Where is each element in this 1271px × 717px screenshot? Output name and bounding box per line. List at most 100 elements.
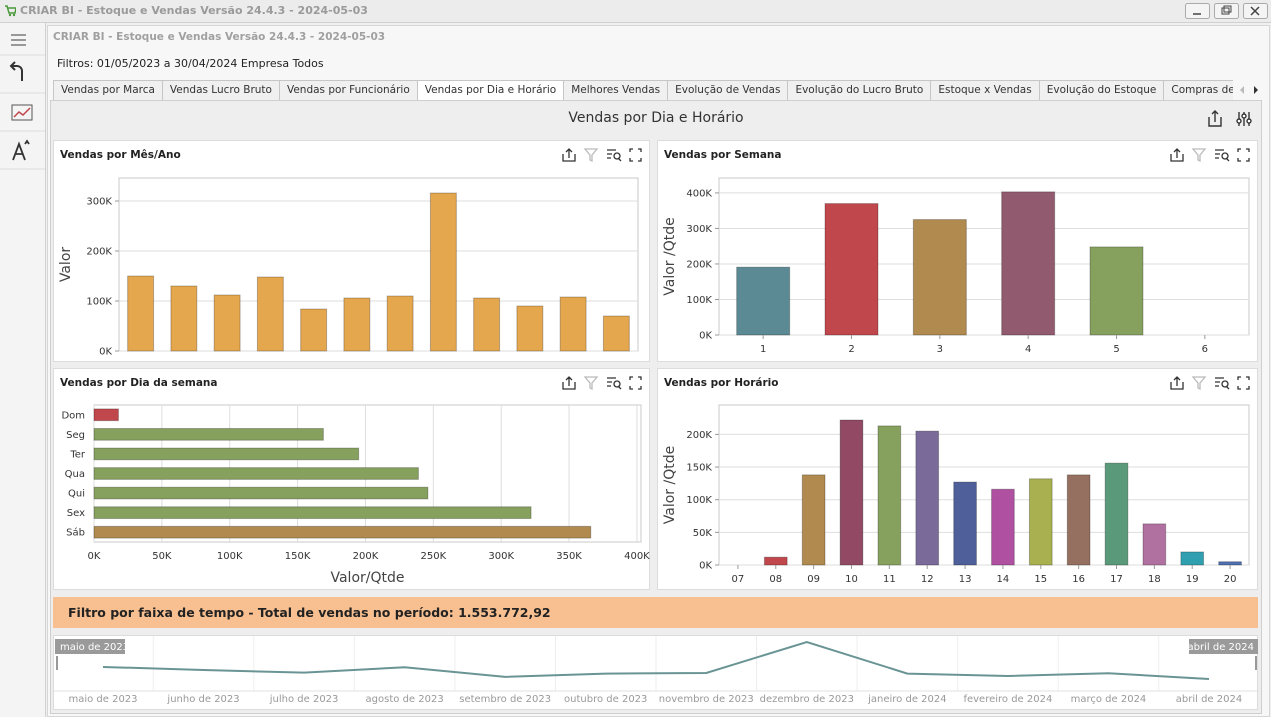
y-tick-label: Seg	[66, 430, 85, 441]
bar	[300, 308, 328, 352]
drill-button[interactable]	[1215, 377, 1230, 390]
drill-lens	[1221, 152, 1229, 160]
maximize-button[interactable]	[1237, 148, 1250, 162]
tab[interactable]: Compras de Clientes	[1163, 80, 1233, 100]
drill-button[interactable]	[1215, 149, 1230, 162]
chart-panel: Vendas por Semana 0K 100K 200K 300K 400K 1 2 3 4 5…	[657, 140, 1258, 362]
chart-panel: Vendas por Dia da semana 0K 50K 100K 150K 200…	[53, 368, 650, 590]
x-tick-label: 250K	[421, 551, 447, 562]
tab-scroll-right[interactable]	[1254, 86, 1258, 94]
filter-banner: Filtro por faixa de tempo - Total de ven…	[53, 597, 1258, 628]
range-start: maio de 2023	[60, 642, 129, 653]
bar	[516, 305, 544, 352]
y-tick-label: Sex	[67, 508, 85, 519]
chart-title: Vendas por Horário	[664, 377, 778, 389]
maximize-button[interactable]	[1237, 376, 1250, 390]
export-button[interactable]	[1170, 148, 1184, 162]
bar	[93, 427, 324, 441]
sidebar-icons	[0, 34, 45, 170]
y-tick-label: Qui	[68, 489, 85, 500]
maximize-button[interactable]	[629, 376, 642, 390]
menu-button[interactable]	[11, 34, 26, 46]
drill-button[interactable]	[607, 377, 622, 390]
x-tick-label: 350K	[556, 551, 582, 562]
x-tick-label: outubro de 2023	[564, 694, 647, 705]
x-tick-label: 20	[1224, 574, 1237, 585]
x-tick-label: abril de 2024	[1176, 694, 1242, 705]
x-tick-label: setembro de 2023	[459, 694, 551, 705]
y-axis-title: Valor /Qtde	[662, 446, 678, 524]
x-tick-label: 14	[997, 574, 1010, 585]
clear-filter-button[interactable]	[1191, 376, 1207, 391]
bar	[1218, 561, 1242, 566]
range-label-box	[55, 639, 125, 654]
window-controls	[1185, 3, 1268, 19]
chart-panel: maio de 2023 junho de 2023 julho de 2023 ag…	[53, 635, 1259, 710]
y-axis-title: Valor /Qtde	[662, 217, 678, 295]
x-tick-label: 300K	[488, 551, 514, 562]
x-tick-label: 19	[1186, 574, 1199, 585]
export-button[interactable]	[1208, 110, 1222, 127]
bar	[213, 294, 241, 352]
x-tick-label: 400K	[624, 551, 650, 562]
tab[interactable]: Evolução do Lucro Bruto	[787, 80, 932, 100]
tab[interactable]: Estoque x Vendas	[930, 80, 1040, 100]
bar	[877, 425, 902, 566]
restore-button[interactable]	[1214, 3, 1239, 19]
tab-strip: Vendas por Marca Vendas Lucro Bruto Vendas…	[53, 80, 1233, 100]
tab[interactable]: Vendas por Dia e Horário	[416, 80, 565, 100]
x-tick-label: maio de 2023	[68, 694, 137, 705]
back-button[interactable]	[9, 61, 23, 81]
y-tick-label: Dom	[61, 410, 85, 421]
x-tick-label: fevereiro de 2024	[963, 694, 1052, 705]
y-tick-label: 200K	[686, 259, 712, 270]
tab[interactable]: Evolução do Estoque	[1038, 80, 1165, 100]
x-tick-label: 5	[1113, 344, 1119, 355]
plot-area	[118, 177, 639, 352]
chart-button[interactable]	[11, 104, 33, 121]
clear-filter-button[interactable]	[1191, 148, 1207, 163]
clear-filter-button[interactable]	[583, 376, 599, 391]
x-tick-label: 15	[1034, 574, 1047, 585]
plot-area	[718, 177, 1250, 336]
minimize-button[interactable]	[1185, 3, 1210, 19]
chart-title: Vendas por Dia da semana	[60, 377, 218, 389]
x-tick-label: 09	[807, 574, 820, 585]
bar	[386, 295, 414, 352]
tab[interactable]: Vendas Lucro Bruto	[161, 80, 280, 100]
tab[interactable]: Melhores Vendas	[563, 80, 669, 100]
x-tick-label: 12	[921, 574, 934, 585]
chart: Vendas por Dia da semana 0K 50K 100K 150K 200…	[60, 376, 650, 586]
drill-button[interactable]	[607, 149, 622, 162]
export-button[interactable]	[562, 148, 576, 162]
export-button[interactable]	[1170, 376, 1184, 390]
x-tick-label: 17	[1110, 574, 1123, 585]
x-tick-label: 10	[845, 574, 858, 585]
y-tick-label: 300K	[86, 197, 112, 208]
x-tick-label: 6	[1202, 344, 1208, 355]
bar	[801, 474, 826, 566]
bar	[127, 275, 155, 352]
export-button[interactable]	[562, 376, 576, 390]
y-tick-label: 200K	[686, 430, 712, 441]
bar	[343, 297, 371, 352]
x-tick-label: 50K	[152, 551, 172, 562]
chart-panel: Vendas por Horário 0K 50K 100K 150K 200K 07 08 0…	[657, 368, 1258, 590]
tab[interactable]: Vendas por Funcionário	[278, 80, 418, 100]
x-tick-label: julho de 2023	[269, 694, 339, 705]
tab[interactable]: Vendas por Marca	[53, 80, 163, 100]
x-tick-label: 18	[1148, 574, 1161, 585]
chart-title: Vendas por Semana	[664, 149, 782, 161]
document-title: CRIAR BI - Estoque e Vendas Versão 24.4.…	[53, 31, 386, 43]
parameters-button[interactable]	[1236, 112, 1252, 126]
x-tick-label: 13	[959, 574, 972, 585]
maximize-button[interactable]	[629, 148, 642, 162]
drill-lens	[1221, 380, 1229, 388]
font-button[interactable]	[12, 139, 30, 161]
tab-scroll-left[interactable]	[1240, 86, 1244, 94]
clear-filter-button[interactable]	[583, 148, 599, 163]
panel-tools	[1170, 148, 1250, 163]
filters: Filtros: 01/05/2023 a 30/04/2024 Empresa…	[57, 57, 324, 70]
tab[interactable]: Evolução de Vendas	[667, 80, 789, 100]
y-tick-label: 200K	[86, 247, 112, 258]
